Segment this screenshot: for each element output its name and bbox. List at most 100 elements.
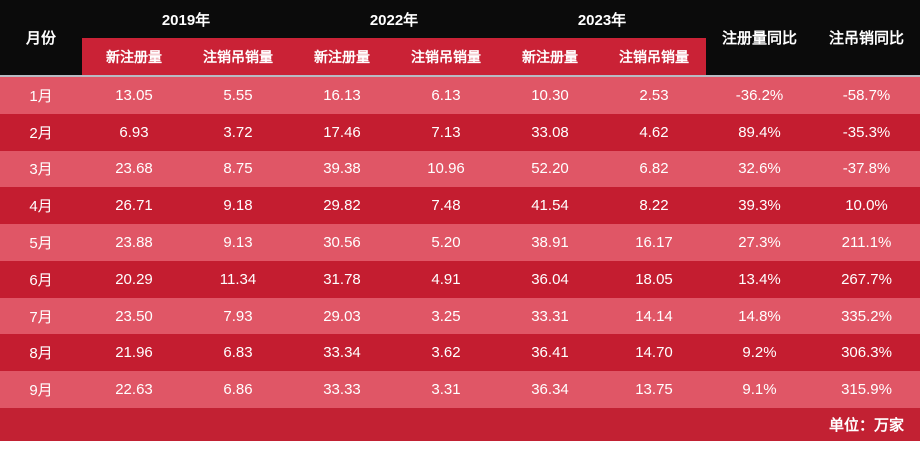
value-cell: 9.1% [742, 381, 777, 399]
value-cell: 6.13 [431, 86, 461, 104]
value-cell: 7.93 [223, 307, 253, 325]
table-row: 8月 21.96 6.83 33.34 3.62 36.41 14.70 9.2% 306.3% [0, 334, 920, 372]
value-cell: 5.55 [223, 86, 253, 104]
month-cell: 4月 [29, 198, 53, 216]
table-row: 7月 23.50 7.93 29.03 3.25 33.31 14.14 14.8% 335.2… [0, 297, 920, 335]
value-cell: 10.30 [531, 86, 569, 104]
value-cell: 13.4% [738, 270, 781, 288]
table-row: 5月 23.88 9.13 30.56 5.20 38.91 16.17 27.3% 211.1… [0, 224, 920, 261]
header-separator [0, 75, 920, 77]
value-cell: 3.72 [223, 123, 253, 141]
subcolumn-header-new-registrations: 新注册量 [498, 38, 602, 75]
table-row: 2月 6.93 3.72 17.46 7.13 33.08 4.62 89.4% -35.3% [0, 113, 920, 151]
value-cell: 22.63 [115, 381, 153, 399]
value-cell: 13.05 [115, 86, 153, 104]
month-column-header: 月份 [25, 30, 56, 47]
value-cell: 6.86 [223, 381, 253, 399]
value-cell: 23.50 [115, 307, 153, 325]
table-row: 4月 26.71 9.18 29.82 7.48 41.54 8.22 39.3% 10.0% [0, 187, 920, 225]
value-cell: 6.82 [639, 160, 669, 178]
value-cell: 7.13 [431, 123, 461, 141]
value-cell: 5.20 [431, 233, 461, 251]
value-cell: 8.22 [639, 197, 669, 215]
month-cell: 7月 [29, 308, 53, 326]
value-cell: 3.62 [431, 344, 461, 362]
unit-label: 单位：万家 [828, 417, 904, 434]
value-cell: 38.91 [531, 233, 569, 251]
value-cell: 33.08 [531, 123, 569, 141]
value-cell: 52.20 [531, 160, 569, 178]
value-cell: 211.1% [841, 233, 892, 251]
value-cell: 36.34 [531, 381, 569, 399]
value-cell: 6.83 [223, 344, 253, 362]
value-cell: 26.71 [115, 197, 153, 215]
value-cell: 20.29 [115, 270, 153, 288]
month-cell: 1月 [29, 87, 53, 105]
value-cell: 17.46 [323, 123, 361, 141]
value-cell: -36.2% [735, 86, 784, 104]
subcolumn-header-new-registrations: 新注册量 [290, 38, 394, 75]
month-cell: 6月 [29, 271, 53, 289]
value-cell: 6.93 [119, 123, 149, 141]
value-cell: 10.96 [427, 160, 465, 178]
value-cell: 3.25 [431, 307, 461, 325]
value-cell: 4.62 [639, 123, 669, 141]
value-cell: 2.53 [639, 86, 669, 104]
table-header: 月份 2019年 2022年 2023年 注册量同比 注吊销同比 新注册量 注销… [0, 0, 920, 75]
value-cell: 7.48 [431, 197, 461, 215]
value-cell: 14.70 [635, 344, 673, 362]
bottom-strip [0, 441, 920, 449]
table-row: 1月 13.05 5.55 16.13 6.13 10.30 2.53 -36.2% -58.7… [0, 77, 920, 114]
value-cell: 31.78 [323, 270, 361, 288]
month-cell: 2月 [29, 124, 53, 142]
value-cell: 8.75 [223, 160, 253, 178]
value-cell: 36.04 [531, 270, 569, 288]
table-row: 3月 23.68 8.75 39.38 10.96 52.20 6.82 32.6% -37.8… [0, 150, 920, 188]
value-cell: 306.3% [841, 344, 892, 362]
table-body: 1月 13.05 5.55 16.13 6.13 10.30 2.53 -36.2% -58.7… [0, 77, 920, 408]
table-row: 9月 22.63 6.86 33.33 3.31 36.34 13.75 9.1% 315.9% [0, 371, 920, 408]
value-cell: 41.54 [531, 197, 569, 215]
value-cell: 21.96 [115, 344, 153, 362]
value-cell: 29.03 [323, 307, 361, 325]
table-row: 6月 20.29 11.34 31.78 4.91 36.04 18.05 13.4% 267.… [0, 260, 920, 298]
value-cell: 33.33 [323, 381, 361, 399]
value-cell: 9.13 [223, 233, 253, 251]
value-cell: 30.56 [323, 233, 361, 251]
value-cell: 13.75 [635, 381, 673, 399]
value-cell: 89.4% [738, 123, 781, 141]
value-cell: 16.17 [635, 233, 673, 251]
value-cell: 315.9% [841, 381, 892, 399]
value-cell: 11.34 [219, 270, 257, 288]
value-cell: 33.31 [531, 307, 569, 325]
value-cell: 39.38 [323, 160, 361, 178]
value-cell: 14.14 [635, 307, 673, 325]
value-cell: 10.0% [845, 197, 888, 215]
value-cell: 14.8% [738, 307, 781, 325]
month-cell: 9月 [29, 382, 53, 400]
value-cell: 23.68 [115, 160, 153, 178]
value-cell: 3.31 [431, 381, 461, 399]
value-cell: 9.2% [742, 344, 777, 362]
subcolumn-header-deregistrations: 注销吊销量 [186, 38, 290, 75]
year-group-header-2019: 2019年 [161, 11, 211, 29]
value-cell: -58.7% [842, 86, 891, 104]
value-cell: 335.2% [841, 307, 892, 325]
footer-bar: 单位：万家 [0, 408, 920, 441]
yoy-registration-header: 注册量同比 [721, 30, 797, 47]
subcolumn-header-deregistrations: 注销吊销量 [602, 38, 706, 75]
value-cell: -37.8% [842, 160, 891, 178]
value-cell: 32.6% [738, 160, 781, 178]
value-cell: 36.41 [531, 344, 569, 362]
value-cell: 33.34 [323, 344, 361, 362]
year-group-header-2022: 2022年 [369, 11, 419, 29]
value-cell: 29.82 [323, 197, 361, 215]
value-cell: 39.3% [738, 197, 781, 215]
value-cell: 27.3% [738, 233, 781, 251]
month-cell: 8月 [29, 345, 53, 363]
subcolumn-header-new-registrations: 新注册量 [82, 38, 186, 75]
value-cell: 23.88 [115, 233, 153, 251]
subcolumn-header-deregistrations: 注销吊销量 [394, 38, 498, 75]
value-cell: 9.18 [223, 197, 253, 215]
